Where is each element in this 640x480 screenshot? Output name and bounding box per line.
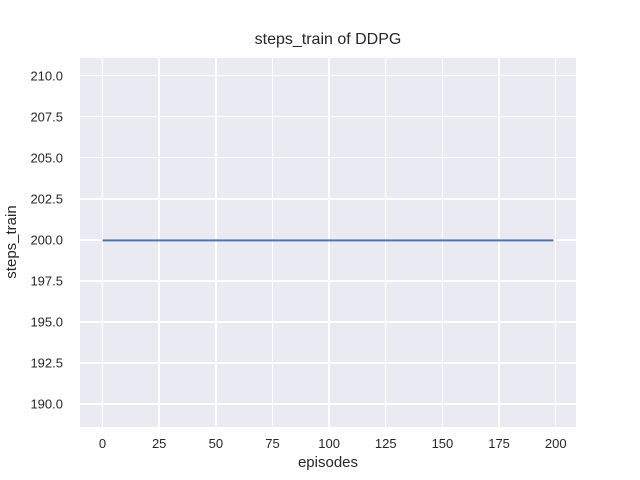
y-gridline bbox=[80, 74, 576, 77]
y-tick-label: 202.5 bbox=[30, 191, 63, 207]
x-tick-label: 200 bbox=[544, 436, 567, 451]
x-gridline bbox=[385, 57, 387, 428]
y-gridline bbox=[80, 362, 576, 364]
x-gridline bbox=[158, 57, 160, 428]
y-tick-label: 197.5 bbox=[30, 273, 63, 289]
y-gridline bbox=[80, 403, 576, 405]
y-gridline bbox=[80, 280, 576, 282]
y-tick-label: 200.0 bbox=[30, 232, 63, 248]
y-tick-label: 205.0 bbox=[30, 150, 63, 166]
x-tick-label: 25 bbox=[151, 436, 167, 451]
y-gridline bbox=[80, 116, 576, 118]
chart-title: steps_train of DDPG bbox=[254, 31, 402, 48]
x-gridline bbox=[555, 57, 557, 428]
x-tick-label: 0 bbox=[98, 436, 107, 451]
x-gridline bbox=[498, 57, 500, 428]
x-tick-label: 75 bbox=[265, 436, 280, 451]
x-tick-label: 100 bbox=[318, 436, 340, 451]
x-gridline bbox=[271, 57, 274, 428]
x-axis-label: episodes bbox=[297, 454, 359, 471]
x-gridline bbox=[101, 57, 104, 428]
x-gridline bbox=[215, 57, 217, 428]
x-tick-label: 150 bbox=[431, 436, 454, 451]
y-tick-label: 210.0 bbox=[30, 68, 63, 84]
x-tick-label: 175 bbox=[488, 436, 510, 451]
y-tick-label: 190.0 bbox=[30, 396, 63, 412]
y-tick-label: 207.5 bbox=[30, 109, 63, 125]
plot-area bbox=[80, 57, 576, 428]
y-gridline bbox=[80, 198, 576, 200]
y-tick-label: 192.5 bbox=[30, 355, 63, 371]
x-gridline bbox=[441, 57, 444, 428]
x-tick-label: 125 bbox=[374, 436, 397, 451]
y-gridline bbox=[80, 157, 576, 159]
series-layer bbox=[102, 238, 554, 241]
y-gridline bbox=[80, 321, 576, 323]
x-gridline bbox=[328, 57, 330, 428]
x-tick-label: 50 bbox=[208, 436, 224, 451]
y-tick-label: 195.0 bbox=[30, 314, 63, 330]
